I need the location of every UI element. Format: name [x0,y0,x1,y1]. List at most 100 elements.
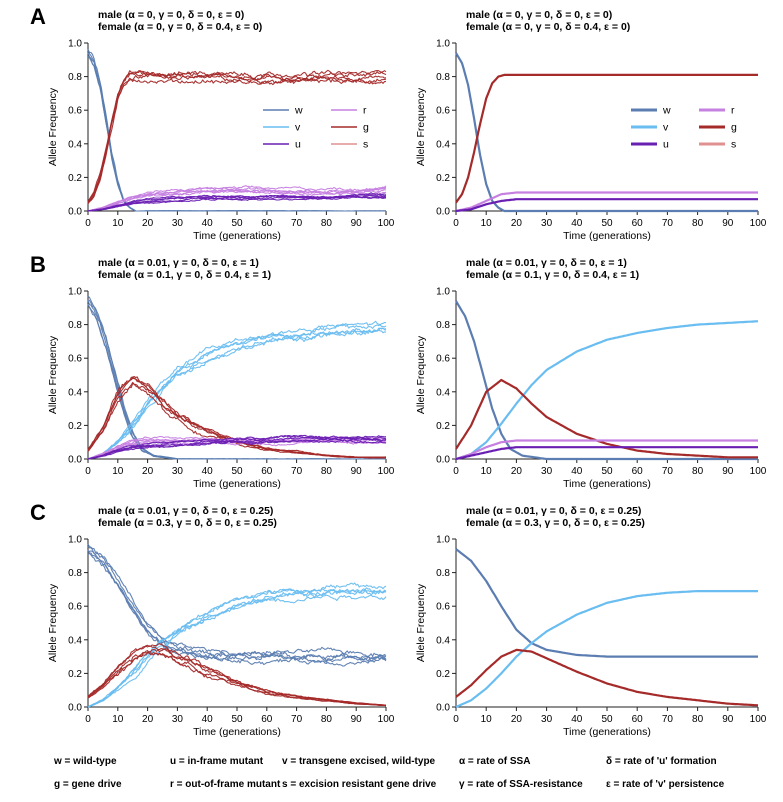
footer-definition: δ = rate of 'u' formation [606,756,717,767]
panel-1-series-g-run [87,72,387,204]
panel-3-series-v-run [87,323,387,460]
panel-5-title-line: female (α = 0.3, γ = 0, δ = 0, ε = 0.25) [98,517,277,529]
panel-1-series-g-run [87,77,387,205]
panel-4-title-line: male (α = 0.01, γ = 0, δ = 0, ε = 1) [466,257,627,269]
panel-5-series-w-run [87,550,387,663]
footer-definition: α = rate of SSA [459,756,530,767]
panel-1-x-tick-label: 70 [291,218,303,229]
panel-2-x-tick-label: 50 [601,218,613,229]
panel-6-x-tick-label: 0 [453,714,459,725]
panel-6-x-tick-label: 80 [692,714,704,725]
panel-3-x-tick-label: 80 [321,466,333,477]
panel-1-x-tick-label: 10 [112,218,124,229]
panel-3-series-w-run [87,299,386,460]
panel-4-title-line: female (α = 0.1, γ = 0, δ = 0.4, ε = 1) [466,269,639,281]
footer-definition: u = in-frame mutant [170,756,264,767]
panel-6-x-tick-label: 70 [662,714,674,725]
panel-5-y-tick-label: 0.2 [68,669,82,680]
panel-1-series-u-run [88,196,387,212]
panel-2-x-tick-label: 40 [571,218,583,229]
panel-2-y-tick-label: 0.4 [436,139,450,150]
panel-2-legend-label-g: g [731,122,737,134]
panel-5-x-tick-label: 60 [261,714,273,725]
panel-4-y-axis-label: Allele Frequency [415,335,427,414]
panel-4-series-r-line [455,439,758,461]
panel-5-x-tick-label: 70 [291,714,303,725]
panel-5-x-tick-label: 50 [231,714,243,725]
panel-6-series-g-line [455,648,759,707]
footer-definition: v = transgene excised, wild-type [282,756,436,767]
panel-4-y-tick-label: 0.0 [436,455,450,466]
panel-3-title-line: female (α = 0.1, γ = 0, δ = 0.4, ε = 1) [98,269,271,281]
panel-6-x-tick-label: 90 [722,714,734,725]
panel-6-x-tick-label: 20 [511,714,523,725]
panel-5-title-line: male (α = 0.01, γ = 0, δ = 0, ε = 0.25) [98,505,273,517]
panel-5-x-tick-label: 10 [112,714,124,725]
panel-3-series-w-run [87,304,386,460]
panel-1-series-r-run [87,185,387,212]
panel-5-x-axis-label: Time (generations) [193,726,281,738]
panel-6-y-tick-label: 0.4 [436,635,450,646]
panel-2-x-tick-label: 0 [453,218,459,229]
panel-5-x-tick-label: 100 [378,714,395,725]
panel-4-x-tick-label: 20 [511,466,523,477]
panel-5-series-g-run [87,643,387,706]
panel-1-x-tick-label: 40 [202,218,214,229]
panel-3-y-tick-label: 0.4 [68,387,82,398]
panel-4-x-axis-label: Time (generations) [563,478,651,490]
footer-definition: ε = rate of 'v' persistence [606,779,725,790]
panel-2-legend-label-r: r [731,105,735,117]
panel-1-legend-label-r: r [363,105,367,117]
panel-5-series-v-run [87,594,387,708]
panel-5-x-tick-label: 80 [321,714,333,725]
panel-1-series-g-run [87,70,387,204]
panel-2-x-tick-label: 70 [662,218,674,229]
panel-2-x-axis-label: Time (generations) [563,230,651,242]
panel-6-x-tick-label: 40 [571,714,583,725]
panel-1-series-g-run [87,70,387,203]
panel-5-series-w-run [87,543,387,658]
panel-1-legend-label-w: w [294,105,303,117]
panel-3-x-tick-label: 20 [142,466,154,477]
panel-4-x-tick-label: 90 [722,466,734,477]
panel-3-series-v-run [87,320,387,460]
panel-2-x-tick-label: 80 [692,218,704,229]
panel-5-series-v-run [87,582,387,708]
panel-6-title-line: male (α = 0.01, γ = 0, δ = 0, ε = 0.25) [466,505,641,517]
panel-2-x-tick-label: 10 [481,218,493,229]
panel-6-series-w-line [455,548,758,658]
footer-definition: s = excision resistant gene drive [282,779,437,790]
panel-2-legend-label-w: w [662,105,671,117]
panel-1-series-w-run [87,49,386,212]
panel-6-y-tick-label: 1.0 [436,535,450,546]
panel-5-y-tick-label: 1.0 [68,535,82,546]
footer-definition: w = wild-type [53,756,117,767]
panel-5-y-tick-label: 0.6 [68,602,82,613]
panel-3-y-tick-label: 0.6 [68,354,82,365]
panel-2-y-axis-label: Allele Frequency [415,87,427,166]
panel-3-x-tick-label: 100 [378,466,395,477]
panel-3-y-tick-label: 0.0 [68,455,82,466]
panel-6-x-tick-label: 30 [541,714,553,725]
panel-5-y-tick-label: 0.0 [68,703,82,714]
panel-5-x-tick-label: 90 [351,714,363,725]
panel-6-series-v-line [455,589,758,708]
panel-1-series-g-run [87,69,387,202]
panel-1-y-tick-label: 0.2 [68,173,82,184]
panel-6-y-tick-label: 0.2 [436,669,450,680]
panel-3-x-tick-label: 70 [291,466,303,477]
panel-5-series-g-run [87,648,386,706]
panel-1-y-tick-label: 0.0 [68,207,82,218]
panel-1-y-tick-label: 0.4 [68,139,82,150]
panel-3-series-u-run [87,434,387,460]
panel-3-x-tick-label: 10 [112,466,124,477]
panel-1-legend-label-g: g [363,122,369,134]
panel-5-x-tick-label: 40 [202,714,214,725]
panel-3-x-axis-label: Time (generations) [193,478,281,490]
panel-1-legend-label-s: s [363,139,368,151]
panel-5-x-tick-label: 0 [85,714,91,725]
panel-4-y-tick-label: 0.4 [436,387,450,398]
panel-4-x-tick-label: 40 [571,466,583,477]
panel-2-series-w-line [455,52,758,213]
panel-2-y-tick-label: 0.2 [436,173,450,184]
